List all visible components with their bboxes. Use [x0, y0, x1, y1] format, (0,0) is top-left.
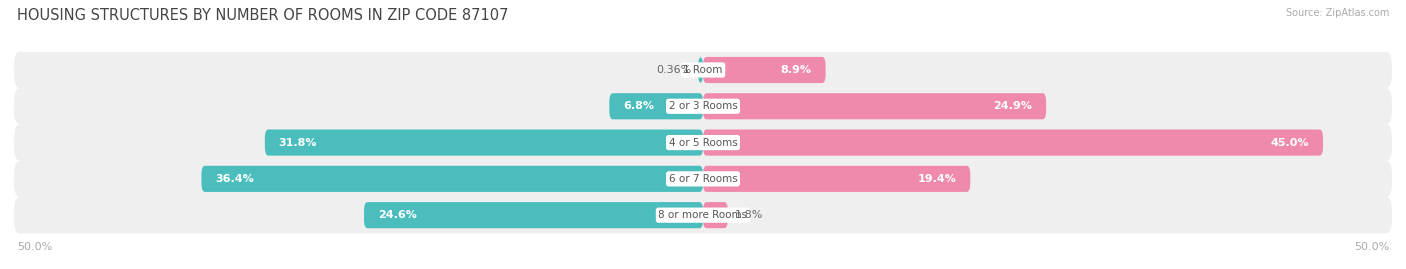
- FancyBboxPatch shape: [14, 52, 1392, 88]
- FancyBboxPatch shape: [703, 129, 1323, 156]
- Text: 24.6%: 24.6%: [378, 210, 416, 220]
- FancyBboxPatch shape: [703, 202, 728, 228]
- Text: 2 or 3 Rooms: 2 or 3 Rooms: [669, 101, 737, 111]
- FancyBboxPatch shape: [14, 125, 1392, 161]
- FancyBboxPatch shape: [201, 166, 703, 192]
- Text: 8.9%: 8.9%: [780, 65, 811, 75]
- Text: 1.8%: 1.8%: [735, 210, 763, 220]
- FancyBboxPatch shape: [697, 57, 703, 83]
- Text: 36.4%: 36.4%: [215, 174, 254, 184]
- Text: 6 or 7 Rooms: 6 or 7 Rooms: [669, 174, 737, 184]
- FancyBboxPatch shape: [703, 93, 1046, 119]
- FancyBboxPatch shape: [14, 197, 1392, 233]
- Text: 31.8%: 31.8%: [278, 137, 318, 148]
- FancyBboxPatch shape: [364, 202, 703, 228]
- Text: 8 or more Rooms: 8 or more Rooms: [658, 210, 748, 220]
- FancyBboxPatch shape: [14, 161, 1392, 197]
- Text: 0.36%: 0.36%: [657, 65, 692, 75]
- Text: 19.4%: 19.4%: [918, 174, 956, 184]
- Text: 50.0%: 50.0%: [1354, 242, 1389, 253]
- FancyBboxPatch shape: [264, 129, 703, 156]
- FancyBboxPatch shape: [703, 57, 825, 83]
- Text: 24.9%: 24.9%: [994, 101, 1032, 111]
- Text: HOUSING STRUCTURES BY NUMBER OF ROOMS IN ZIP CODE 87107: HOUSING STRUCTURES BY NUMBER OF ROOMS IN…: [17, 8, 509, 23]
- Text: 6.8%: 6.8%: [623, 101, 654, 111]
- Text: 1 Room: 1 Room: [683, 65, 723, 75]
- FancyBboxPatch shape: [609, 93, 703, 119]
- Text: 4 or 5 Rooms: 4 or 5 Rooms: [669, 137, 737, 148]
- FancyBboxPatch shape: [14, 88, 1392, 125]
- Text: 45.0%: 45.0%: [1271, 137, 1309, 148]
- FancyBboxPatch shape: [703, 166, 970, 192]
- Text: Source: ZipAtlas.com: Source: ZipAtlas.com: [1285, 8, 1389, 18]
- Text: 50.0%: 50.0%: [17, 242, 52, 253]
